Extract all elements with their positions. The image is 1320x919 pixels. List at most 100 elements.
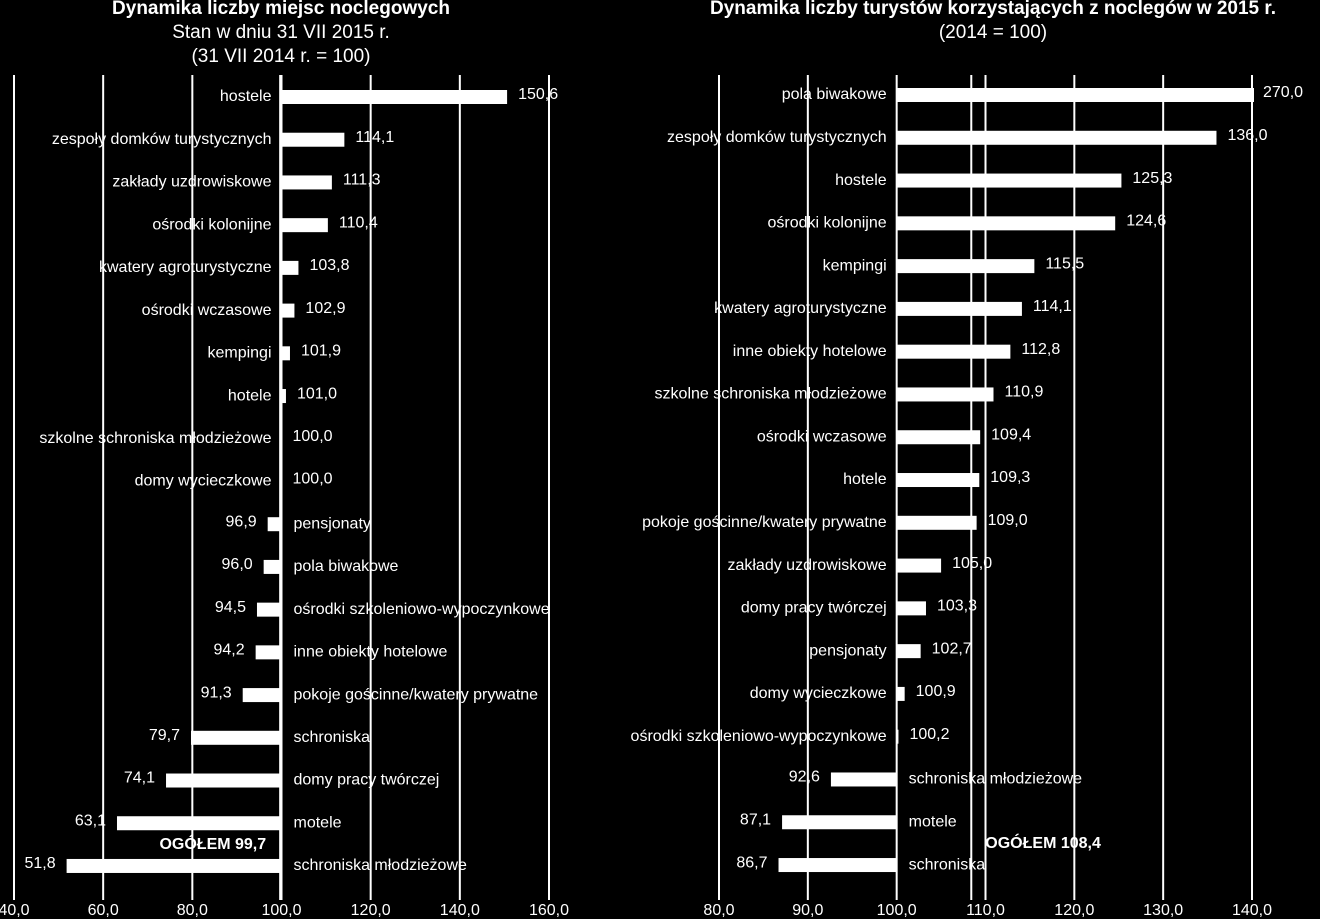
x-tick-label: 120,0 bbox=[1054, 902, 1094, 919]
bar bbox=[896, 344, 1011, 359]
bar bbox=[896, 558, 942, 573]
value-label: 105,0 bbox=[952, 555, 992, 572]
value-label: 100,0 bbox=[293, 428, 333, 445]
x-tick-label: 160,0 bbox=[529, 902, 569, 919]
category-label: schroniska bbox=[909, 856, 986, 873]
category-label: domy wycieczkowe bbox=[135, 473, 272, 490]
bar bbox=[281, 132, 345, 147]
value-label: 63,1 bbox=[75, 812, 106, 829]
category-label: motele bbox=[909, 813, 957, 830]
bar bbox=[830, 772, 897, 787]
value-label: 115,5 bbox=[1045, 255, 1084, 272]
category-label: inne obiekty hotelowe bbox=[294, 644, 448, 661]
bar bbox=[896, 686, 905, 701]
category-label: domy pracy twórczej bbox=[294, 772, 440, 789]
bar bbox=[242, 688, 282, 703]
value-label: 91,3 bbox=[201, 684, 232, 701]
chart-subtitle: (31 VII 2014 r. = 100) bbox=[191, 46, 370, 67]
bar bbox=[896, 601, 926, 616]
bar bbox=[281, 175, 332, 190]
bar bbox=[281, 90, 508, 104]
bar bbox=[896, 430, 981, 445]
value-label: 100,0 bbox=[293, 471, 333, 488]
value-label: 94,2 bbox=[214, 642, 245, 659]
x-tick-label: 100,0 bbox=[877, 902, 917, 919]
bar bbox=[116, 816, 282, 831]
category-label: domy wycieczkowe bbox=[750, 685, 887, 702]
category-label: hostele bbox=[220, 88, 272, 105]
value-label: 114,1 bbox=[355, 129, 394, 146]
x-tick-label: 80,0 bbox=[703, 902, 734, 919]
bar bbox=[66, 858, 282, 873]
value-label: 270,0 bbox=[1263, 84, 1303, 101]
bar bbox=[263, 559, 282, 574]
value-label: 86,7 bbox=[736, 854, 767, 871]
value-label: 103,3 bbox=[937, 598, 977, 615]
bar bbox=[896, 644, 921, 659]
x-tick-label: 130,0 bbox=[1143, 902, 1183, 919]
value-label: 112,8 bbox=[1021, 341, 1060, 358]
bar bbox=[281, 389, 286, 404]
bar bbox=[255, 645, 282, 660]
category-label: hotele bbox=[228, 387, 272, 404]
x-tick-label: 40,0 bbox=[0, 902, 30, 919]
bar bbox=[166, 773, 282, 788]
category-label: hotele bbox=[843, 471, 887, 488]
category-label: inne obiekty hotelowe bbox=[733, 343, 887, 360]
category-label: pokoje gościnne/kwatery prywatne bbox=[294, 686, 539, 703]
value-label: 110,4 bbox=[339, 214, 378, 231]
bar bbox=[281, 303, 295, 318]
category-label: hostele bbox=[835, 172, 887, 189]
category-label: zespoły domków turystycznych bbox=[52, 131, 272, 148]
category-label: schroniska bbox=[294, 729, 371, 746]
category-label: zakłady uzdrowiskowe bbox=[727, 557, 886, 574]
reference-label: OGÓŁEM 99,7 bbox=[159, 834, 266, 853]
chart-title: Dynamika liczby miejsc noclegowych bbox=[112, 0, 450, 19]
category-label: pola biwakowe bbox=[294, 558, 399, 575]
x-tick-label: 140,0 bbox=[440, 902, 480, 919]
value-label: 150,6 bbox=[518, 86, 558, 103]
value-label: 124,6 bbox=[1126, 213, 1166, 230]
chart-title: Dynamika liczby turystów korzystających … bbox=[710, 0, 1276, 19]
bar bbox=[896, 216, 1116, 231]
category-label: ośrodki kolonijne bbox=[767, 215, 886, 232]
bar bbox=[281, 431, 282, 446]
bar bbox=[267, 517, 282, 532]
value-label: 96,0 bbox=[222, 556, 253, 573]
value-label: 96,9 bbox=[226, 513, 257, 530]
category-label: ośrodki wczasowe bbox=[142, 302, 272, 319]
category-label: pensjonaty bbox=[809, 642, 886, 659]
bar bbox=[281, 346, 290, 361]
value-label: 101,0 bbox=[297, 385, 337, 402]
bar bbox=[896, 473, 980, 488]
category-label: ośrodki kolonijne bbox=[152, 216, 271, 233]
category-label: kempingi bbox=[207, 345, 271, 362]
category-label: schroniska młodzieżowe bbox=[294, 857, 468, 874]
value-label: 100,9 bbox=[916, 683, 956, 700]
chart-subtitle: (2014 = 100) bbox=[939, 22, 1047, 43]
category-label: kwatery agroturystyczne bbox=[714, 300, 887, 317]
bar bbox=[896, 259, 1035, 274]
x-tick-label: 110,0 bbox=[966, 902, 1005, 919]
value-label: 114,1 bbox=[1033, 298, 1072, 315]
category-label: szkolne schroniska młodzieżowe bbox=[39, 430, 271, 447]
value-label: 109,3 bbox=[990, 469, 1030, 486]
category-label: ośrodki szkoleniowo-wypoczynkowe bbox=[631, 728, 887, 745]
bar bbox=[190, 730, 282, 745]
value-label: 79,7 bbox=[149, 727, 180, 744]
category-label: motele bbox=[294, 814, 342, 831]
x-tick-label: 120,0 bbox=[351, 902, 391, 919]
bar bbox=[896, 301, 1022, 316]
value-label: 125,3 bbox=[1132, 170, 1172, 187]
category-label: domy pracy twórczej bbox=[741, 600, 887, 617]
value-label: 100,2 bbox=[909, 726, 949, 743]
bar bbox=[896, 130, 1217, 145]
value-label: 94,5 bbox=[215, 599, 246, 616]
x-tick-label: 60,0 bbox=[88, 902, 119, 919]
value-label: 136,0 bbox=[1227, 127, 1267, 144]
value-label: 92,6 bbox=[789, 769, 820, 786]
category-label: kwatery agroturystyczne bbox=[99, 259, 272, 276]
bar bbox=[778, 858, 897, 873]
